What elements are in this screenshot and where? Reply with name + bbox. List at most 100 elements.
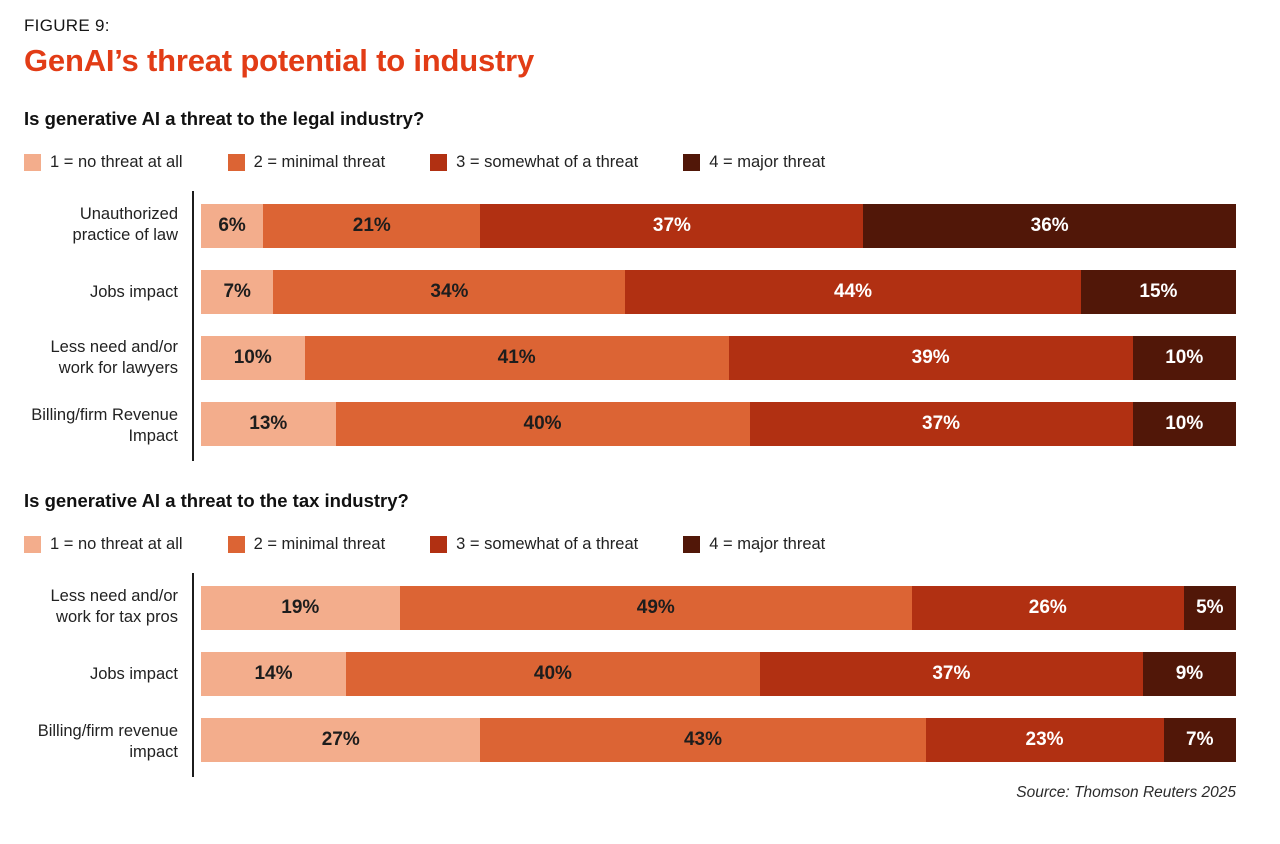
bar-value-label: 39% [911, 347, 950, 368]
bar-segment: 6% [201, 204, 264, 248]
legend-item: 2 = minimal threat [227, 535, 386, 554]
bar-segment: 23% [925, 718, 1164, 762]
category-label: Less need and/or work for lawyers [50, 338, 178, 377]
bar-value-label: 36% [1030, 215, 1069, 236]
bar-row: 6% 21% 37% 36% [192, 191, 1236, 259]
legend-label: 3 = somewhat of a threat [456, 535, 639, 553]
bar-value-label: 19% [281, 597, 320, 618]
legend-swatch-icon [24, 154, 41, 171]
legend-item: 1 = no threat at all [24, 535, 183, 554]
source-credit: Source: Thomson Reuters 2025 [1016, 784, 1236, 801]
bar-value-label: 40% [523, 413, 562, 434]
figure-label: FIGURE 9: [24, 16, 110, 35]
bar-segment: 21% [263, 204, 481, 248]
bar-segment: 40% [345, 652, 760, 696]
category-label: Unauthorized practice of law [72, 205, 178, 244]
bar-value-label: 15% [1139, 281, 1178, 302]
legend-label: 2 = minimal threat [253, 535, 386, 553]
bar-row: 7% 34% 44% 15% [192, 259, 1237, 325]
bar-segment: 44% [625, 270, 1081, 314]
stacked-bar: 10% 41% 39% 10% [201, 336, 1236, 380]
bar-value-label: 37% [932, 663, 971, 684]
legend-label: 2 = minimal threat [253, 153, 386, 171]
legend-label: 4 = major threat [709, 153, 826, 171]
legend: 1 = no threat at all 2 = minimal threat 3 … [24, 535, 1236, 554]
bar-segment: 37% [759, 652, 1143, 696]
legend-item: 3 = somewhat of a threat [430, 535, 638, 554]
bar-value-label: 43% [683, 729, 722, 750]
bar-segment: 10% [1132, 402, 1236, 446]
bar-segment: 14% [201, 652, 346, 696]
legend-item: 3 = somewhat of a threat [430, 153, 638, 172]
bar-row: 27% 43% 23% 7% [192, 707, 1236, 777]
bar-segment: 36% [863, 204, 1236, 248]
legend-label: 1 = no threat at all [50, 153, 183, 171]
legend-label: 1 = no threat at all [50, 535, 183, 553]
bar-value-label: 40% [533, 663, 572, 684]
stacked-bar-chart: Less need and/or work for tax pros 19% 49%… [24, 573, 1237, 777]
figure-title: GenAI’s threat potential to industry [24, 43, 535, 78]
bar-segment: 39% [728, 336, 1133, 380]
chart-legal-industry: Is generative AI a threat to the legal i… [24, 108, 1237, 461]
bar-segment: 49% [399, 586, 912, 630]
stacked-bar: 13% 40% 37% 10% [201, 402, 1236, 446]
bar-segment: 26% [911, 586, 1184, 630]
bar-value-label: 37% [922, 413, 961, 434]
bar-segment: 19% [201, 586, 400, 630]
bar-value-label: 5% [1196, 597, 1224, 618]
bar-value-label: 14% [254, 663, 293, 684]
bar-value-label: 10% [1165, 413, 1204, 434]
bar-segment: 13% [201, 402, 336, 446]
bar-value-label: 7% [1186, 729, 1214, 750]
bar-value-label: 13% [249, 413, 288, 434]
stacked-bar: 19% 49% 26% 5% [201, 586, 1236, 630]
chart-question: Is generative AI a threat to the legal i… [24, 108, 425, 129]
bar-value-label: 49% [636, 597, 675, 618]
category-label: Less need and/or work for tax pros [50, 587, 178, 626]
legend-item: 4 = major threat [683, 535, 825, 554]
bar-row: 10% 41% 39% 10% [192, 325, 1236, 391]
chart-question: Is generative AI a threat to the tax ind… [24, 490, 409, 511]
bar-row: 19% 49% 26% 5% [192, 573, 1236, 641]
bar-segment: 15% [1080, 270, 1237, 314]
bar-segment: 5% [1183, 586, 1236, 630]
bar-row: 14% 40% 37% 9% [192, 641, 1237, 707]
bar-segment: 40% [335, 402, 750, 446]
bar-value-label: 9% [1175, 663, 1204, 684]
legend-label: 3 = somewhat of a threat [456, 153, 639, 171]
legend-item: 1 = no threat at all [24, 153, 183, 172]
bar-segment: 34% [273, 270, 626, 314]
bar-value-label: 7% [223, 281, 251, 302]
bar-value-label: 6% [218, 215, 246, 236]
bar-segment: 9% [1142, 652, 1237, 696]
legend: 1 = no threat at all 2 = minimal threat 3 … [24, 153, 1236, 172]
legend-swatch-icon [227, 536, 245, 553]
bar-value-label: 34% [430, 281, 469, 302]
bar-value-label: 10% [233, 347, 272, 368]
bar-value-label: 26% [1028, 597, 1067, 618]
bar-value-label: 27% [321, 729, 360, 750]
stacked-bar: 7% 34% 44% 15% [201, 270, 1237, 314]
bar-value-label: 44% [834, 281, 873, 302]
stacked-bar: 14% 40% 37% 9% [201, 652, 1237, 696]
bar-value-label: 23% [1025, 729, 1064, 750]
legend-swatch-icon [24, 536, 41, 553]
bar-segment: 10% [201, 336, 305, 380]
stacked-bar: 6% 21% 37% 36% [201, 204, 1236, 248]
bar-value-label: 21% [352, 215, 391, 236]
bar-segment: 43% [480, 718, 926, 762]
chart-tax-industry: Is generative AI a threat to the tax ind… [24, 490, 1237, 777]
bar-segment: 10% [1132, 336, 1236, 380]
bar-value-label: 10% [1165, 347, 1204, 368]
legend-swatch-icon [227, 154, 245, 171]
category-label: Jobs impact [89, 282, 178, 301]
legend-item: 4 = major threat [683, 153, 825, 172]
category-label: Billing/firm Revenue Impact [31, 406, 178, 445]
legend-swatch-icon [683, 154, 701, 171]
bar-segment: 7% [201, 270, 274, 314]
bar-segment: 41% [304, 336, 729, 380]
stacked-bar-chart: Unauthorized practice of law 6% 21% 37% 36% J… [24, 191, 1237, 461]
category-label: Jobs impact [89, 664, 178, 683]
legend-label: 4 = major threat [709, 535, 826, 553]
